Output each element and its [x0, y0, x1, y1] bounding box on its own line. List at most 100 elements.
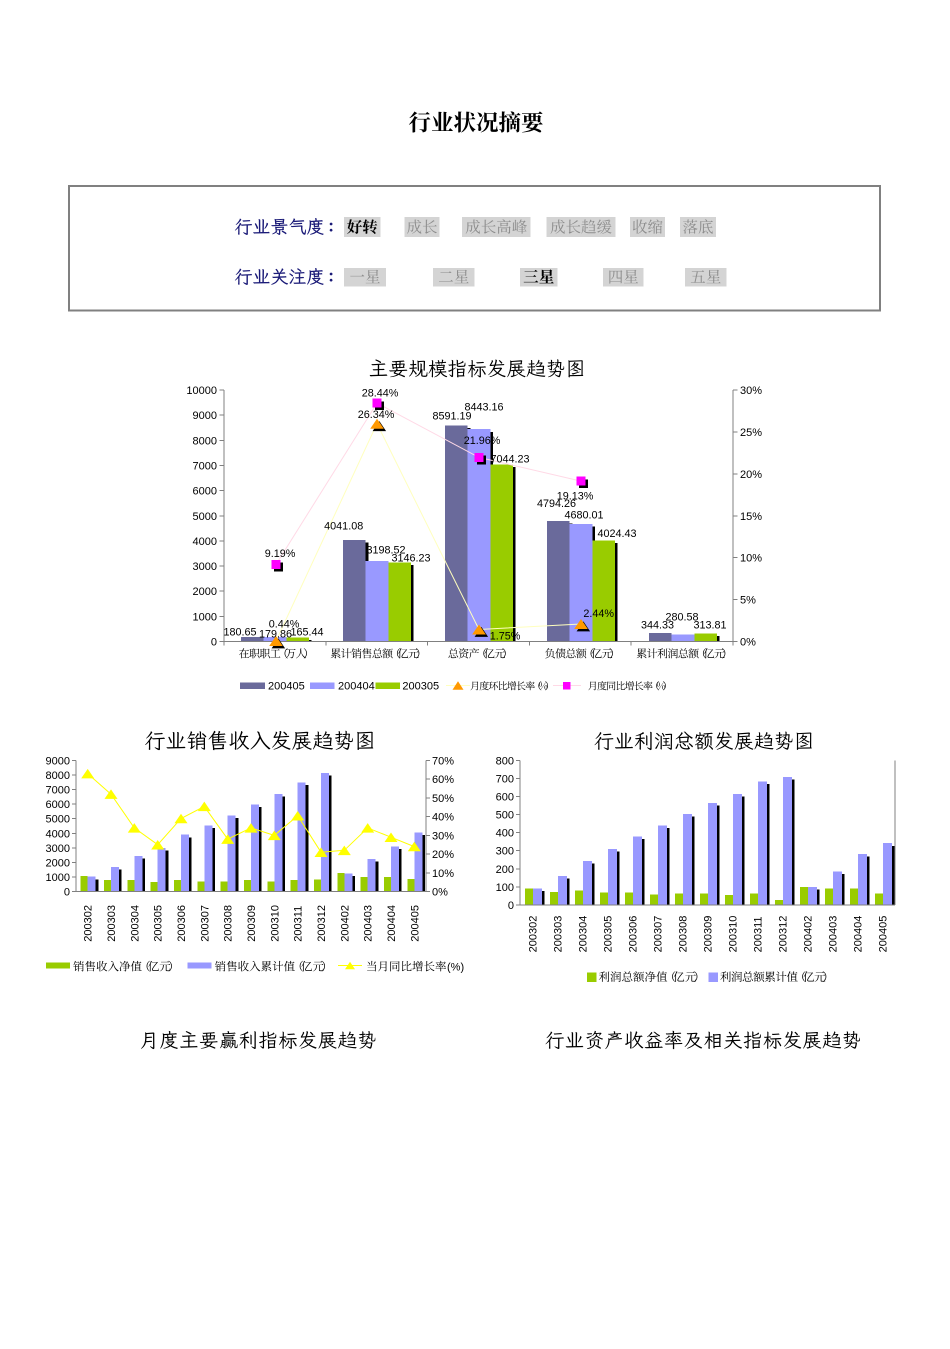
svg-text:0: 0 — [211, 637, 217, 649]
svg-text:600: 600 — [496, 792, 514, 804]
svg-text:180.65: 180.65 — [223, 627, 256, 639]
svg-text:4794.26: 4794.26 — [537, 498, 576, 510]
svg-text:800: 800 — [496, 756, 514, 768]
svg-text:200405: 200405 — [878, 916, 890, 953]
svg-text:30%: 30% — [432, 830, 454, 842]
svg-text:4041.08: 4041.08 — [324, 521, 363, 533]
svg-text:9.19%: 9.19% — [265, 548, 296, 560]
svg-text:19.13%: 19.13% — [557, 491, 594, 503]
svg-text:25%: 25% — [740, 427, 762, 439]
svg-text:200304: 200304 — [129, 905, 141, 942]
svg-text:21.96%: 21.96% — [464, 435, 501, 447]
svg-text:200403: 200403 — [828, 916, 840, 953]
svg-text:200307: 200307 — [653, 916, 665, 953]
svg-text:5%: 5% — [740, 595, 756, 607]
svg-text:200312: 200312 — [778, 916, 790, 953]
svg-text:179.86: 179.86 — [259, 629, 292, 641]
svg-text:0%: 0% — [740, 637, 756, 649]
svg-text:200309: 200309 — [703, 916, 715, 953]
svg-text:200308: 200308 — [223, 905, 235, 942]
svg-text:4680.01: 4680.01 — [564, 510, 603, 522]
svg-text:200304: 200304 — [578, 916, 590, 953]
svg-text:200309: 200309 — [246, 905, 258, 942]
svg-text:15%: 15% — [740, 511, 762, 523]
svg-text:0: 0 — [508, 900, 514, 912]
svg-text:0%: 0% — [432, 887, 448, 899]
svg-text:30%: 30% — [740, 385, 762, 397]
svg-text:200311: 200311 — [753, 917, 765, 953]
svg-text:200310: 200310 — [269, 905, 281, 942]
svg-text:200310: 200310 — [728, 916, 740, 953]
svg-text:200303: 200303 — [553, 916, 565, 953]
svg-text:200312: 200312 — [316, 905, 328, 942]
svg-text:2000: 2000 — [193, 586, 217, 598]
svg-text:200303: 200303 — [106, 905, 118, 942]
svg-text:280.58: 280.58 — [665, 612, 698, 624]
svg-text:300: 300 — [496, 846, 514, 858]
svg-text:200404: 200404 — [853, 916, 865, 953]
svg-text:200405: 200405 — [268, 681, 305, 693]
svg-text:200305: 200305 — [153, 905, 165, 942]
svg-text:700: 700 — [496, 774, 514, 786]
svg-text:20%: 20% — [432, 849, 454, 861]
svg-text:200306: 200306 — [176, 905, 188, 942]
svg-text:4000: 4000 — [46, 828, 70, 840]
svg-text:200404: 200404 — [338, 681, 375, 693]
svg-text:200305: 200305 — [402, 681, 439, 693]
svg-text:6000: 6000 — [46, 799, 70, 811]
svg-text:3000: 3000 — [46, 843, 70, 855]
svg-text:28.44%: 28.44% — [362, 387, 399, 399]
svg-text:2.44%: 2.44% — [583, 608, 614, 620]
svg-text:10%: 10% — [740, 553, 762, 565]
svg-text:10%: 10% — [432, 868, 454, 880]
svg-text:4000: 4000 — [193, 536, 217, 548]
svg-text:40%: 40% — [432, 812, 454, 824]
svg-text:200404: 200404 — [386, 905, 398, 942]
svg-text:7000: 7000 — [46, 785, 70, 797]
svg-text:4024.43: 4024.43 — [597, 528, 636, 540]
svg-text:3198.52: 3198.52 — [366, 545, 405, 557]
svg-text:7000: 7000 — [193, 461, 217, 473]
svg-text:200306: 200306 — [628, 916, 640, 953]
svg-text:200311: 200311 — [293, 906, 305, 942]
svg-text:200308: 200308 — [678, 916, 690, 953]
svg-text:3146.23: 3146.23 — [391, 553, 430, 565]
svg-text:200307: 200307 — [199, 905, 211, 942]
svg-text:20%: 20% — [740, 469, 762, 481]
svg-text:500: 500 — [496, 810, 514, 822]
svg-text:50%: 50% — [432, 793, 454, 805]
svg-text:70%: 70% — [432, 756, 454, 768]
svg-text:200302: 200302 — [83, 905, 95, 942]
svg-text:60%: 60% — [432, 774, 454, 786]
svg-text:(%): (%) — [447, 962, 464, 974]
svg-text:9000: 9000 — [193, 410, 217, 422]
svg-text:8000: 8000 — [193, 435, 217, 447]
svg-text:7044.23: 7044.23 — [490, 454, 529, 466]
svg-text:200305: 200305 — [603, 916, 615, 953]
svg-text:165.44: 165.44 — [290, 627, 323, 639]
svg-text:8443.16: 8443.16 — [464, 402, 503, 414]
svg-text:200402: 200402 — [803, 916, 815, 953]
svg-text:313.81: 313.81 — [693, 620, 726, 632]
svg-text:5000: 5000 — [46, 814, 70, 826]
svg-text:0.44%: 0.44% — [269, 619, 300, 631]
svg-text:200302: 200302 — [528, 916, 540, 953]
svg-text:200405: 200405 — [409, 905, 421, 942]
svg-text:2000: 2000 — [46, 857, 70, 869]
svg-text:1000: 1000 — [193, 611, 217, 623]
svg-text:200403: 200403 — [363, 905, 375, 942]
svg-text:344.33: 344.33 — [641, 620, 674, 632]
svg-text:8000: 8000 — [46, 770, 70, 782]
svg-text:9000: 9000 — [46, 756, 70, 768]
svg-text:200: 200 — [496, 864, 514, 876]
svg-text:400: 400 — [496, 828, 514, 840]
svg-text:6000: 6000 — [193, 486, 217, 498]
svg-text:10000: 10000 — [186, 385, 217, 397]
svg-text:1.75%: 1.75% — [490, 631, 521, 643]
svg-text:0: 0 — [64, 887, 70, 899]
svg-text:3000: 3000 — [193, 561, 217, 573]
svg-text:5000: 5000 — [193, 511, 217, 523]
svg-text:1000: 1000 — [46, 872, 70, 884]
svg-text:26.34%: 26.34% — [358, 409, 395, 421]
svg-text:8591.19: 8591.19 — [432, 411, 471, 423]
